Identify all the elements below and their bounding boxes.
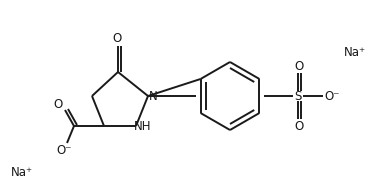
Text: NH: NH [134, 120, 152, 134]
Text: O: O [112, 31, 122, 45]
Text: N: N [149, 90, 157, 102]
Text: O: O [294, 59, 304, 73]
Text: O⁻: O⁻ [324, 90, 340, 102]
Text: S: S [294, 90, 302, 102]
Text: Na⁺: Na⁺ [11, 166, 33, 179]
Text: O⁻: O⁻ [56, 145, 72, 157]
Text: O: O [294, 119, 304, 133]
Text: Na⁺: Na⁺ [344, 46, 366, 58]
Text: O: O [53, 97, 63, 111]
